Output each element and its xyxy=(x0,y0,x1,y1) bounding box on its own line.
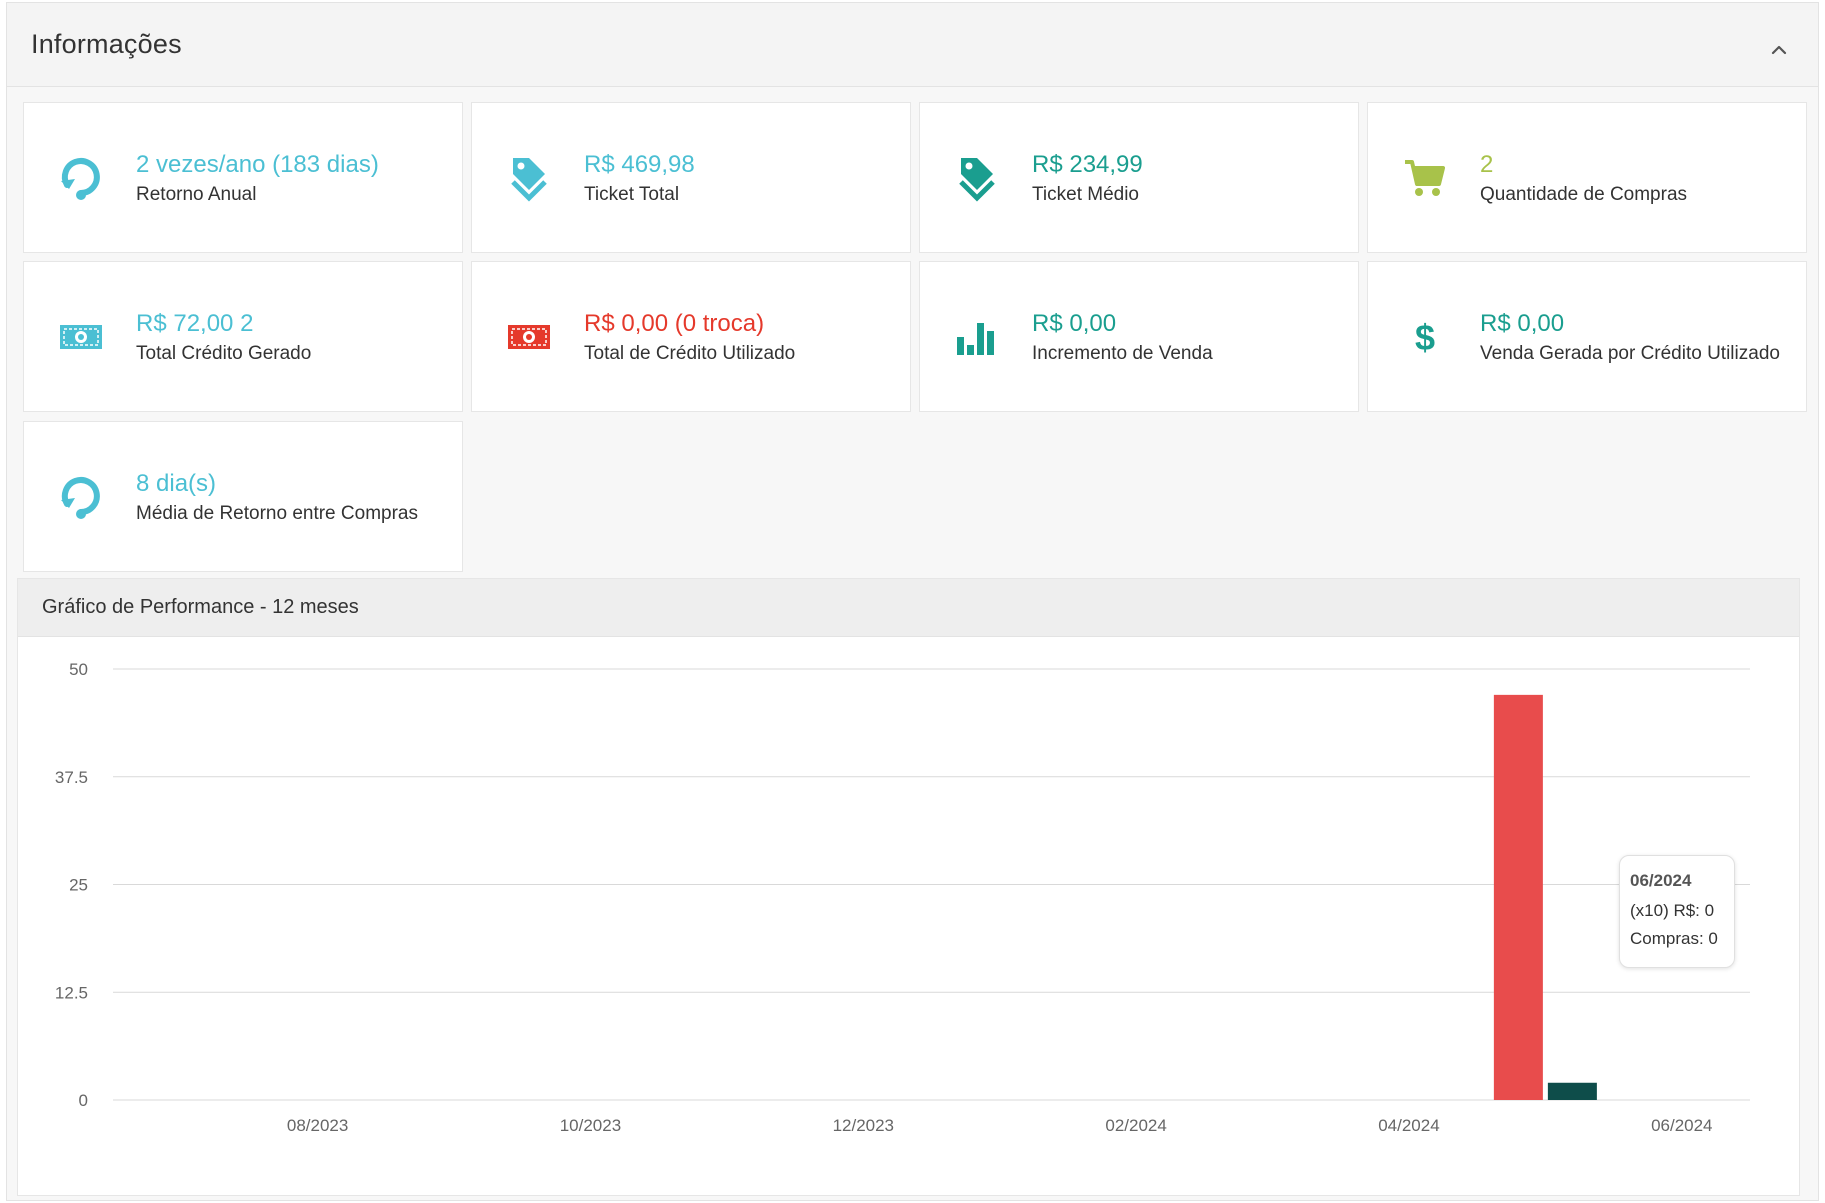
x-tick-label: 04/2024 xyxy=(1378,1116,1439,1135)
stat-value: R$ 0,00 xyxy=(1480,309,1565,337)
card-text: R$ 469,98 Ticket Total xyxy=(584,150,695,206)
y-tick-label: 50 xyxy=(69,660,88,679)
stat-label: Retorno Anual xyxy=(136,183,257,205)
stat-value: R$ 469,98 xyxy=(584,150,695,178)
stat-card: R$ 0,00 Incremento de Venda xyxy=(919,261,1359,412)
stat-value: 8 dia(s) xyxy=(136,469,217,497)
card-text: 8 dia(s) Média de Retorno entre Compras xyxy=(136,469,418,525)
refresh-icon xyxy=(56,153,106,203)
y-tick-label: 0 xyxy=(79,1091,88,1110)
money-icon xyxy=(504,312,554,362)
stat-value: 2 xyxy=(1480,150,1494,178)
chart-bar xyxy=(1493,694,1543,1100)
card-text: R$ 0,00 Venda Gerada por Crédito Utiliza… xyxy=(1480,309,1780,365)
card-text: R$ 0,00 Incremento de Venda xyxy=(1032,309,1213,365)
y-tick-label: 25 xyxy=(69,876,88,895)
x-tick-label: 08/2023 xyxy=(287,1116,348,1135)
stat-label: Venda Gerada por Crédito Utilizado xyxy=(1480,342,1780,364)
stat-card: 2 Quantidade de Compras xyxy=(1367,102,1807,253)
chart-title: Gráfico de Performance - 12 meses xyxy=(42,596,359,618)
chart-tooltip: 06/2024 (x10) R$: 0 Compras: 0 xyxy=(1619,855,1735,968)
bar-chart-icon xyxy=(952,312,1002,362)
stat-label: Total Crédito Gerado xyxy=(136,342,312,364)
tag-icon xyxy=(504,153,554,203)
stat-card: R$ 234,99 Ticket Médio xyxy=(919,102,1359,253)
x-tick-label: 10/2023 xyxy=(560,1116,621,1135)
refresh-icon xyxy=(56,472,106,522)
y-tick-label: 37.5 xyxy=(55,768,88,787)
chart-bar xyxy=(1547,1082,1597,1100)
card-text: R$ 72,00 2 Total Crédito Gerado xyxy=(136,309,311,365)
stat-label: Ticket Médio xyxy=(1032,183,1139,205)
chart-header: Gráfico de Performance - 12 meses xyxy=(18,579,1799,637)
stat-card: $ R$ 0,00 Venda Gerada por Crédito Utili… xyxy=(1367,261,1807,412)
dollar-icon: $ xyxy=(1400,312,1450,362)
tooltip-purchases: Compras: 0 xyxy=(1630,929,1718,948)
stat-value: R$ 234,99 xyxy=(1032,150,1143,178)
tag-icon xyxy=(952,153,1002,203)
panel-title: Informações xyxy=(31,29,182,59)
performance-chart: 0 12.5 25 37.5 50 08/2023 10/2023 12/2023 02/202… xyxy=(55,660,1750,1135)
stat-label: Total de Crédito Utilizado xyxy=(584,342,796,364)
stat-card: R$ 72,00 2 Total Crédito Gerado xyxy=(23,261,463,412)
x-tick-label: 06/2024 xyxy=(1651,1116,1712,1135)
y-tick-label: 12.5 xyxy=(55,983,88,1002)
card-text: R$ 234,99 Ticket Médio xyxy=(1032,150,1143,206)
tooltip-value: (x10) R$: 0 xyxy=(1630,901,1715,920)
performance-chart-panel: Gráfico de Performance - 12 meses 0 12.5 2… xyxy=(17,578,1800,1196)
stat-value: 2 vezes/ano (183 dias) xyxy=(136,150,379,178)
x-tick-label: 02/2024 xyxy=(1105,1116,1166,1135)
panel-header[interactable]: Informações xyxy=(7,3,1818,87)
stat-value: R$ 0,00 xyxy=(1032,309,1117,337)
x-tick-label: 12/2023 xyxy=(833,1116,894,1135)
cart-icon xyxy=(1400,153,1450,203)
stat-label: Ticket Total xyxy=(584,183,680,205)
chevron-up-icon[interactable] xyxy=(1764,35,1794,65)
money-icon xyxy=(56,312,106,362)
card-text: R$ 0,00 (0 troca) Total de Crédito Utili… xyxy=(584,309,795,365)
stat-card: 8 dia(s) Média de Retorno entre Compras xyxy=(23,421,463,572)
stat-label: Média de Retorno entre Compras xyxy=(136,502,418,524)
stat-card: R$ 469,98 Ticket Total xyxy=(471,102,911,253)
stat-card: 2 vezes/ano (183 dias) Retorno Anual xyxy=(23,102,463,253)
stat-card: R$ 0,00 (0 troca) Total de Crédito Utili… xyxy=(471,261,911,412)
stat-value: R$ 72,00 2 xyxy=(136,309,254,337)
tooltip-title: 06/2024 xyxy=(1630,871,1692,890)
stat-label: Incremento de Venda xyxy=(1032,342,1213,364)
card-text: 2 vezes/ano (183 dias) Retorno Anual xyxy=(136,150,379,206)
card-text: 2 Quantidade de Compras xyxy=(1480,150,1687,206)
stat-label: Quantidade de Compras xyxy=(1480,183,1688,205)
stat-value: R$ 0,00 (0 troca) xyxy=(584,309,765,337)
svg-text:$: $ xyxy=(1415,317,1435,357)
